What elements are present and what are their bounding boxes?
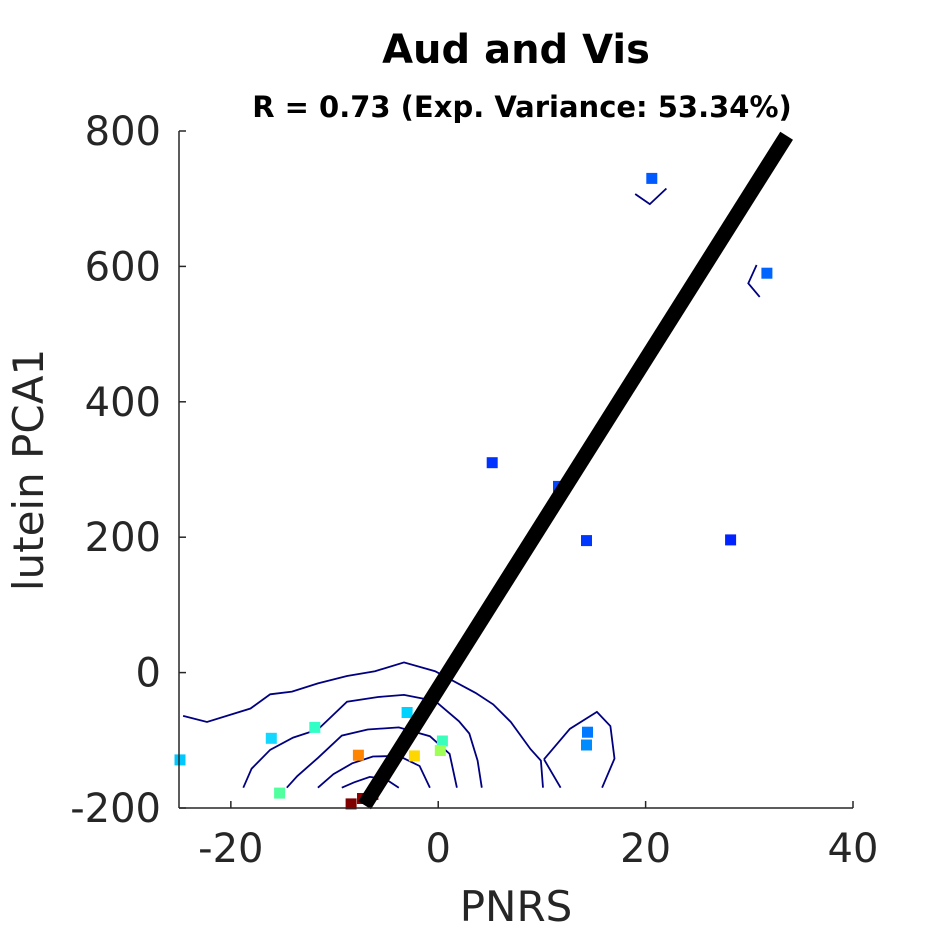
data-points	[174, 172, 773, 810]
y-tick-label: 800	[85, 109, 161, 155]
data-point	[434, 745, 446, 756]
y-tick-label: 600	[85, 244, 161, 290]
data-point	[486, 457, 498, 469]
regression-line	[358, 131, 793, 810]
axes	[178, 131, 853, 809]
contour-line	[317, 754, 431, 789]
contour-line	[543, 710, 616, 789]
data-point	[265, 732, 277, 744]
chart-subtitle: R = 0.73 (Exp. Variance: 53.34%)	[252, 90, 792, 124]
contour-line	[182, 661, 544, 788]
data-point	[725, 534, 737, 546]
data-point	[345, 798, 357, 810]
y-tick-label: -200	[70, 786, 161, 832]
y-tick-label: 0	[136, 651, 161, 697]
x-tick-label: 0	[426, 826, 451, 872]
y-tick-label: 400	[85, 380, 161, 426]
data-point	[436, 735, 448, 747]
data-point	[582, 726, 593, 738]
data-point	[646, 172, 658, 184]
contour-line	[634, 187, 668, 206]
y-ticks: -200 0 200 400 600 800	[70, 109, 186, 832]
contour-line	[341, 775, 400, 789]
data-point	[401, 707, 413, 718]
x-tick-label: -20	[198, 826, 263, 872]
x-axis-label: PNRS	[460, 882, 573, 931]
data-point	[174, 754, 186, 766]
data-point	[408, 750, 420, 762]
contour-line	[543, 758, 562, 789]
contour-line	[747, 264, 761, 298]
x-tick-label: 40	[828, 826, 879, 872]
y-tick-label: 200	[85, 515, 161, 561]
data-point	[309, 721, 321, 733]
y-axis-label: lutein PCA1	[4, 349, 53, 591]
contour-lines	[182, 187, 761, 789]
data-point	[761, 267, 773, 279]
data-point	[274, 787, 286, 799]
contour-line	[242, 693, 483, 789]
x-ticks: -20 0 20 40	[198, 801, 878, 872]
chart-title: Aud and Vis	[382, 27, 650, 73]
regression-line-group	[358, 131, 793, 810]
x-tick-label: 20	[620, 826, 671, 872]
data-point	[581, 535, 592, 547]
data-point	[581, 739, 592, 751]
data-point	[352, 749, 364, 761]
